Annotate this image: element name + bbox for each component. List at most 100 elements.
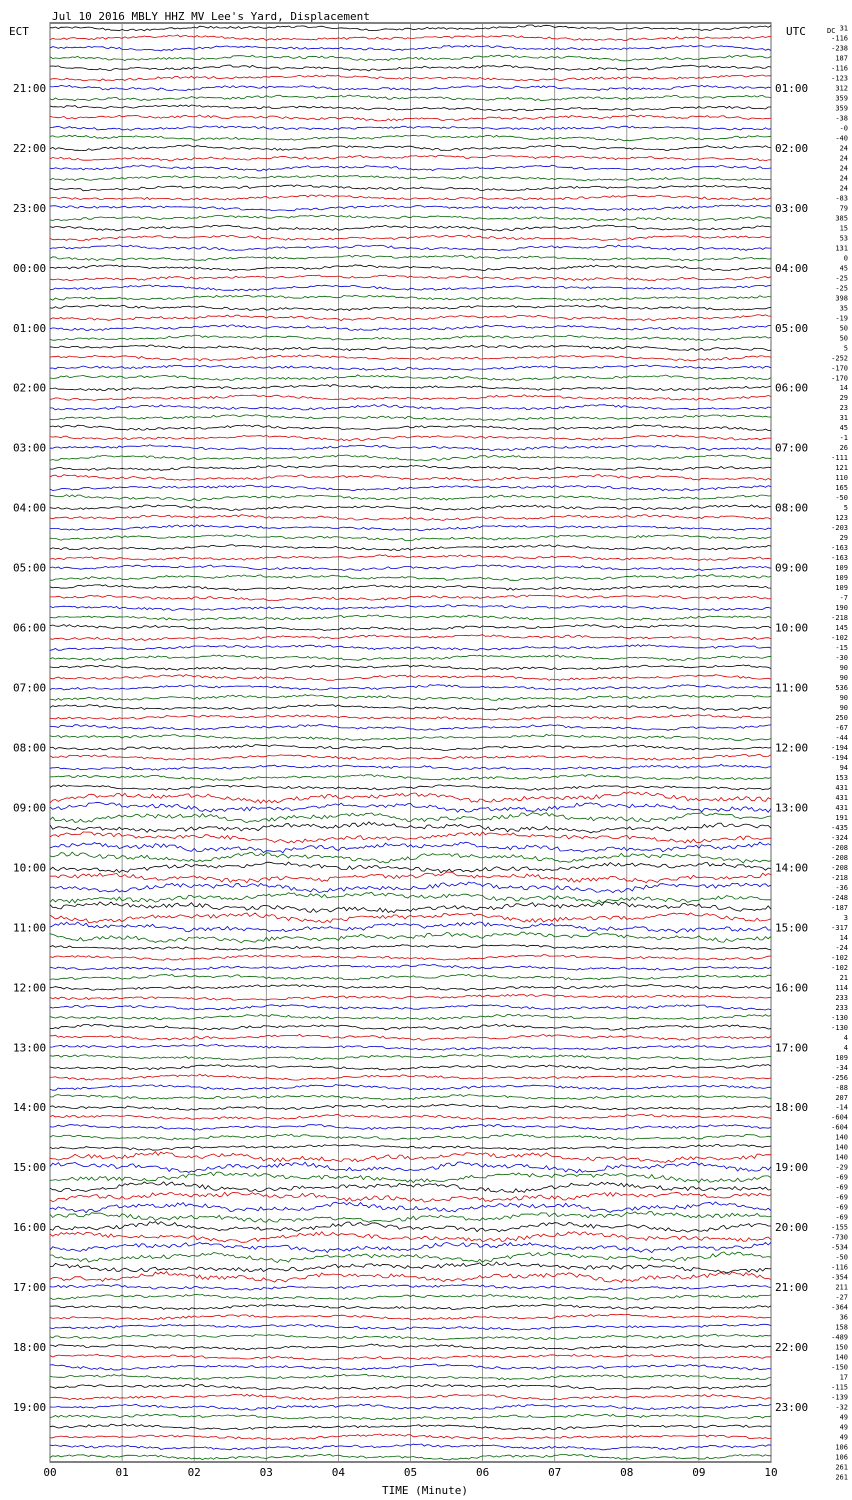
trace-line <box>49 1333 772 1341</box>
dc-offset-value: 398 <box>835 294 848 302</box>
dc-offset-value: -25 <box>835 274 848 282</box>
dc-offset-value: 312 <box>835 84 848 92</box>
x-tick-label: 10 <box>764 1466 777 1479</box>
trace-line <box>49 74 771 82</box>
left-hour-label: 14:00 <box>13 1101 46 1114</box>
dc-offset-value: 53 <box>840 234 848 242</box>
trace-line <box>49 154 772 162</box>
trace-line <box>49 54 772 62</box>
trace-line <box>49 921 772 934</box>
trace-line <box>49 644 772 651</box>
dc-offset-value: 165 <box>835 484 848 492</box>
dc-offset-value: 140 <box>835 1144 848 1152</box>
left-hour-label: 13:00 <box>13 1041 46 1054</box>
trace-line <box>49 504 772 511</box>
left-hour-label: 04:00 <box>13 502 46 515</box>
right-hour-label: 13:00 <box>775 801 808 814</box>
trace-line <box>49 604 772 611</box>
trace-line <box>49 791 772 804</box>
dc-offset-value: -69 <box>835 1194 848 1202</box>
trace-line <box>49 1124 772 1131</box>
trace-line <box>49 244 771 252</box>
x-axis-label: TIME (Minute) <box>382 1484 468 1497</box>
dc-offset-value: -116 <box>831 1264 848 1272</box>
dc-offset-value: -30 <box>835 654 848 662</box>
trace-line <box>49 94 772 102</box>
trace-line <box>49 34 772 41</box>
dc-offset-value: 29 <box>840 534 848 542</box>
dc-offset-value: 15 <box>840 224 848 232</box>
left-hour-label: 01:00 <box>13 322 46 335</box>
trace-line <box>49 64 772 72</box>
trace-line <box>49 1384 772 1391</box>
trace-line <box>49 744 772 752</box>
trace-line <box>49 964 772 971</box>
dc-offset-value: -435 <box>831 824 848 832</box>
dc-offset-value: -32 <box>835 1404 848 1412</box>
right-timezone-label: UTC <box>786 25 806 38</box>
dc-offset-value: 536 <box>835 684 848 692</box>
dc-offset-value: 385 <box>835 214 848 222</box>
right-hour-label: 18:00 <box>775 1101 808 1114</box>
dc-offset-value: -1 <box>840 434 848 442</box>
trace-line <box>49 784 772 791</box>
dc-offset-value: 106 <box>835 1454 848 1462</box>
dc-offset-value: 187 <box>835 54 848 62</box>
trace-line <box>49 134 772 142</box>
dc-offset-value: -115 <box>831 1384 848 1392</box>
dc-offset-value: 359 <box>835 94 848 102</box>
trace-line <box>49 1313 772 1321</box>
dc-offset-value: -203 <box>831 524 848 532</box>
trace-line <box>49 1181 772 1193</box>
trace-line <box>49 1211 772 1223</box>
trace-line <box>49 194 772 201</box>
trace-line <box>49 1251 772 1263</box>
dc-offset-value: -170 <box>831 364 848 372</box>
trace-line <box>49 812 772 824</box>
dc-offset-value: 50 <box>840 334 848 342</box>
dc-offset-value: -83 <box>835 194 848 202</box>
left-hour-label: 19:00 <box>13 1401 46 1414</box>
dc-offset-value: 24 <box>840 174 848 182</box>
dc-offset-value: 150 <box>835 1344 848 1352</box>
dc-offset-value: -256 <box>831 1074 848 1082</box>
x-tick-label: 07 <box>548 1466 561 1479</box>
dc-offset-value: 233 <box>835 994 848 1002</box>
trace-line <box>49 564 772 571</box>
trace-line <box>49 404 772 411</box>
trace-line <box>49 114 772 122</box>
right-hour-label: 17:00 <box>775 1041 808 1054</box>
dc-offset-value: 17 <box>840 1374 848 1382</box>
right-hour-label: 08:00 <box>775 502 808 515</box>
trace-line <box>49 801 772 813</box>
trace-line <box>49 861 772 874</box>
trace-line <box>49 614 772 621</box>
right-hour-label: 22:00 <box>775 1341 808 1354</box>
dc-offset-value: -187 <box>831 904 848 912</box>
dc-offset-value: -69 <box>835 1204 848 1212</box>
trace-line <box>49 344 772 352</box>
left-hour-label: 12:00 <box>13 981 46 994</box>
dc-offset-value: 233 <box>835 1004 848 1012</box>
dc-offset-value: 23 <box>840 404 848 412</box>
trace-line <box>49 1373 772 1381</box>
left-hour-label: 08:00 <box>13 741 46 754</box>
trace-line <box>49 704 772 711</box>
right-hour-label: 01:00 <box>775 82 808 95</box>
dc-offset-value: -730 <box>831 1234 848 1242</box>
right-hour-label: 20:00 <box>775 1221 808 1234</box>
trace-line <box>49 414 771 421</box>
trace-line <box>49 1033 772 1041</box>
right-hour-label: 11:00 <box>775 682 808 695</box>
trace-line <box>49 44 772 52</box>
dc-offset-value: 24 <box>840 154 848 162</box>
right-hour-label: 06:00 <box>775 382 808 395</box>
dc-offset-value: -194 <box>831 744 848 752</box>
dc-offset-value: 261 <box>835 1463 848 1471</box>
left-hour-label: 00:00 <box>13 262 46 275</box>
trace-line <box>49 1231 772 1243</box>
trace-line <box>50 871 772 884</box>
trace-line <box>49 294 772 302</box>
trace-line <box>49 1073 772 1081</box>
